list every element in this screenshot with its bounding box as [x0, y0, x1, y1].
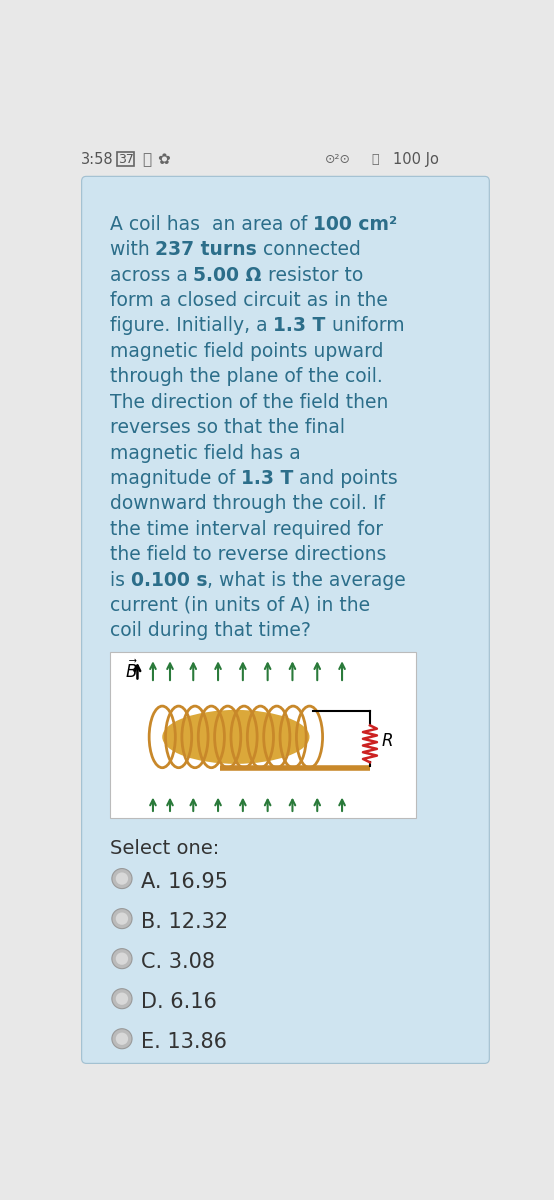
Text: 0.100 s: 0.100 s — [131, 570, 207, 589]
Circle shape — [112, 989, 132, 1009]
Text: is: is — [110, 570, 131, 589]
Circle shape — [116, 1032, 128, 1045]
Bar — [110, 653, 416, 817]
Text: , what is the average: , what is the average — [207, 570, 406, 589]
Text: figure. Initially, a: figure. Initially, a — [110, 317, 273, 336]
Text: magnetic field has a: magnetic field has a — [110, 444, 300, 462]
Text: 100 cm²: 100 cm² — [313, 215, 397, 234]
Text: with: with — [110, 240, 155, 259]
Text: the time interval required for: the time interval required for — [110, 520, 383, 539]
Circle shape — [116, 872, 128, 884]
Text: D. 6.16: D. 6.16 — [141, 991, 217, 1012]
Text: E. 13.86: E. 13.86 — [141, 1032, 227, 1052]
Text: 1.3 T: 1.3 T — [241, 469, 293, 488]
Circle shape — [112, 949, 132, 968]
Text: C. 3.08: C. 3.08 — [141, 952, 214, 972]
Bar — [117, 152, 135, 167]
Text: A. 16.95: A. 16.95 — [141, 871, 228, 892]
Text: current (in units of A) in the: current (in units of A) in the — [110, 596, 370, 614]
Text: R: R — [382, 732, 393, 750]
Text: magnetic field points upward: magnetic field points upward — [110, 342, 383, 361]
FancyBboxPatch shape — [81, 176, 489, 1063]
Text: 1.3 T: 1.3 T — [273, 317, 326, 336]
Circle shape — [112, 869, 132, 888]
Text: B. 12.32: B. 12.32 — [141, 912, 228, 931]
Text: 100 Jo: 100 Jo — [393, 152, 439, 167]
Text: coil during that time?: coil during that time? — [110, 622, 310, 641]
Text: ✿: ✿ — [157, 152, 170, 167]
Text: across a: across a — [110, 265, 193, 284]
Text: uniform: uniform — [326, 317, 404, 336]
Text: 3:58: 3:58 — [81, 152, 114, 167]
Ellipse shape — [162, 710, 310, 764]
Text: connected: connected — [257, 240, 361, 259]
Text: 📶: 📶 — [372, 152, 379, 166]
Circle shape — [116, 953, 128, 965]
Text: the field to reverse directions: the field to reverse directions — [110, 545, 386, 564]
Text: through the plane of the coil.: through the plane of the coil. — [110, 367, 382, 386]
Text: 237 turns: 237 turns — [155, 240, 257, 259]
Text: 5.00 Ω: 5.00 Ω — [193, 265, 262, 284]
Text: A coil has  an area of: A coil has an area of — [110, 215, 313, 234]
Circle shape — [116, 912, 128, 925]
Text: ⊙²⊙: ⊙²⊙ — [325, 152, 351, 166]
Circle shape — [116, 992, 128, 1004]
Text: $\vec{B}$: $\vec{B}$ — [125, 659, 138, 682]
Text: ⏱: ⏱ — [142, 152, 151, 167]
Text: resistor to: resistor to — [262, 265, 363, 284]
Text: downward through the coil. If: downward through the coil. If — [110, 494, 384, 514]
Text: 37: 37 — [118, 152, 134, 166]
Text: magnitude of: magnitude of — [110, 469, 241, 488]
Text: and points: and points — [293, 469, 398, 488]
Circle shape — [112, 1028, 132, 1049]
Text: Select one:: Select one: — [110, 839, 219, 858]
Text: form a closed circuit as in the: form a closed circuit as in the — [110, 292, 387, 310]
Circle shape — [112, 908, 132, 929]
Text: reverses so that the final: reverses so that the final — [110, 418, 345, 437]
Text: The direction of the field then: The direction of the field then — [110, 392, 388, 412]
